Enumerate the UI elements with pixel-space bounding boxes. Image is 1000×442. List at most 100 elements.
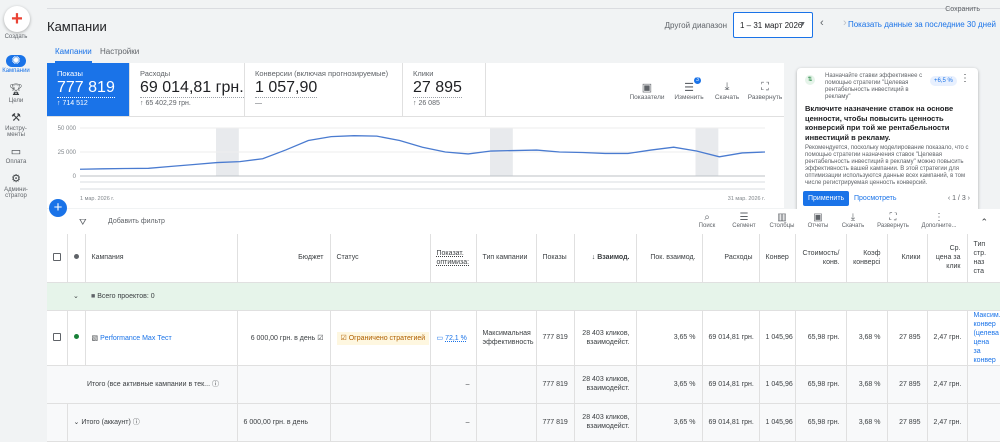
data-point[interactable] <box>306 138 310 142</box>
columns-tool-button[interactable]: ▥ Столбцы <box>762 212 802 229</box>
expand-button[interactable]: ⛶ Развернуть <box>745 81 785 101</box>
optimization-score[interactable]: 72,1 % <box>445 334 467 342</box>
data-point[interactable] <box>717 155 721 159</box>
data-point[interactable] <box>740 151 744 155</box>
view-button[interactable]: Просмотреть <box>854 195 897 202</box>
rec-pager[interactable]: ‹ 1 / 3 › <box>947 195 970 202</box>
credit-card-icon[interactable]: ▭ <box>10 146 22 158</box>
data-point[interactable] <box>169 164 173 168</box>
col-cost[interactable]: Расходы <box>702 234 760 283</box>
tab-settings[interactable]: Настройки <box>100 47 140 56</box>
segment-tool-button[interactable]: ☰ Сегмент <box>724 212 764 229</box>
metric-impressions[interactable]: Показы 777 819 ↑ 714 512 <box>47 63 130 116</box>
search-tool-button[interactable]: ⌕ Поиск <box>687 212 727 229</box>
data-point[interactable] <box>763 150 767 154</box>
col-status[interactable]: Статус <box>330 234 431 283</box>
chevron-down-icon[interactable]: ⌄ <box>73 419 80 426</box>
chevron-right-icon[interactable]: › <box>843 17 847 29</box>
gear-icon[interactable]: ⚙ <box>11 173 21 185</box>
campaign-link[interactable]: Performance Max Тест <box>100 334 172 342</box>
col-type[interactable]: Тип кампании <box>476 234 537 283</box>
tools-icon[interactable]: ⚒ <box>11 112 21 124</box>
create-button[interactable]: + <box>4 6 30 32</box>
enabled-status-dot[interactable] <box>67 310 86 366</box>
col-optimization[interactable]: Показат. оптимиза: <box>430 234 477 283</box>
data-point[interactable] <box>352 134 356 138</box>
more-vert-icon[interactable]: ⋮ <box>960 73 970 84</box>
nav-campaigns[interactable]: Кампании <box>2 68 30 74</box>
col-avg-cpc[interactable]: Ср. цена за клик <box>927 234 968 283</box>
data-point[interactable] <box>443 150 447 154</box>
filter-icon[interactable]: ⛛ <box>79 217 87 227</box>
col-budget[interactable]: Бюджет <box>237 234 331 283</box>
data-point[interactable] <box>329 135 333 139</box>
data-point[interactable] <box>398 138 402 142</box>
collapse-icon[interactable]: ⌃ <box>980 217 988 227</box>
data-point[interactable] <box>489 149 493 153</box>
col-conversions[interactable]: Конвер <box>759 234 796 283</box>
col-conv-rate[interactable]: Коэф конверсі <box>846 234 888 283</box>
add-filter-button[interactable]: Добавить фильтр <box>108 218 165 225</box>
data-point[interactable] <box>192 162 196 166</box>
data-point[interactable] <box>695 149 699 153</box>
data-point[interactable] <box>603 151 607 155</box>
col-cost-per-conv[interactable]: Стоимость/ конв. <box>795 234 847 283</box>
chevron-left-icon[interactable]: ‹ <box>820 17 824 29</box>
nav-billing[interactable]: Оплата <box>5 159 27 165</box>
project-group-row[interactable]: ⌄ ■ Всего проектов: 0 <box>47 282 1000 311</box>
data-point[interactable] <box>375 134 379 138</box>
col-clicks[interactable]: Клики <box>887 234 928 283</box>
data-point[interactable] <box>124 167 128 171</box>
chevron-down-icon[interactable]: ⌄ <box>67 282 85 311</box>
last-30-days-link[interactable]: Показать данные за последние 30 дней <box>847 20 996 29</box>
download-button[interactable]: ⤓ Скачать <box>707 81 747 101</box>
data-point[interactable] <box>147 166 151 170</box>
col-campaign[interactable]: Кампания <box>85 234 238 283</box>
data-point[interactable] <box>78 167 82 171</box>
data-point[interactable] <box>558 150 562 154</box>
budget-chart-icon[interactable]: ☑ <box>317 334 324 342</box>
save-link[interactable]: Сохранить <box>945 6 980 13</box>
trophy-icon[interactable]: 🏆︎ <box>9 84 23 96</box>
data-point[interactable] <box>421 145 425 149</box>
date-range-select[interactable]: 1 – 31 март 2026 ▼ <box>733 12 813 38</box>
data-point[interactable] <box>535 148 539 152</box>
select-all-checkbox[interactable] <box>47 234 68 283</box>
more-vert-tool-button[interactable]: ⋮ Дополните... <box>919 212 959 229</box>
col-interactions[interactable]: ↓ Взаимод. <box>574 234 637 283</box>
reports-tool-button[interactable]: ▣ Отчеты <box>798 212 838 229</box>
edit-button[interactable]: ☰ 3 Изменить <box>669 77 709 101</box>
data-point[interactable] <box>626 151 630 155</box>
status-badge[interactable]: ☑ Ограничено стратегией <box>336 331 429 345</box>
data-point[interactable] <box>466 152 470 156</box>
data-point[interactable] <box>649 148 653 152</box>
add-campaign-button[interactable]: + <box>49 199 67 217</box>
col-impressions[interactable]: Показы <box>536 234 575 283</box>
apply-button[interactable]: Применить <box>803 191 850 206</box>
help-icon[interactable]: ⓘ <box>132 419 140 426</box>
row-checkbox[interactable] <box>47 310 68 366</box>
metric-conversions[interactable]: Конверсии (включая прогнозируемые) 1 057,… <box>245 63 403 116</box>
nav-goals[interactable]: Цели <box>8 98 24 104</box>
help-icon[interactable]: ⓘ <box>211 381 219 388</box>
series-line-impressions[interactable] <box>79 135 766 170</box>
nav-tools[interactable]: Инстру-менты <box>5 126 27 138</box>
data-point[interactable] <box>512 149 516 153</box>
metric-clicks[interactable]: Клики 27 895 ↑ 26 085 <box>403 63 486 116</box>
col-interaction-rate[interactable]: Пок. взаимод. <box>636 234 703 283</box>
nav-admin[interactable]: Админи-стратор <box>4 187 28 199</box>
data-point[interactable] <box>672 145 676 149</box>
bid-strategy-link[interactable]: Максим. конвер (целева цена за конвер <box>967 310 1000 366</box>
megaphone-icon[interactable]: ✺ <box>6 55 26 67</box>
data-point[interactable] <box>580 150 584 154</box>
data-point[interactable] <box>215 161 219 165</box>
fullscreen-tool-button[interactable]: ⛶ Развернуть <box>873 212 913 229</box>
data-point[interactable] <box>284 148 288 152</box>
download-tool-button[interactable]: ⤓ Скачать <box>833 212 873 229</box>
col-bid-strategy[interactable]: Тип стр. наз ста <box>967 234 1000 283</box>
data-point[interactable] <box>101 167 105 171</box>
data-point[interactable] <box>238 160 242 164</box>
metrics-button[interactable]: ▣ Показатели <box>627 81 667 101</box>
tab-campaigns[interactable]: Кампании <box>55 47 92 63</box>
data-point[interactable] <box>261 157 265 161</box>
